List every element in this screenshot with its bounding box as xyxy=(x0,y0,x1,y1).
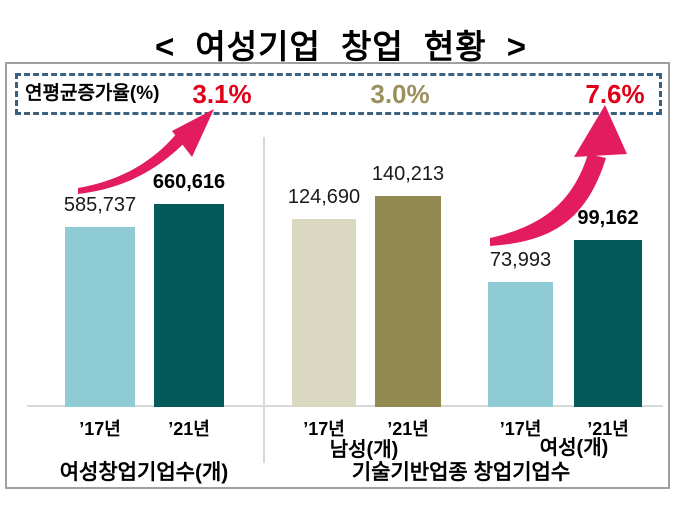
bar-group3-y21 xyxy=(574,240,642,407)
chart-section-divider xyxy=(263,137,265,463)
year-axis-label: ’21년 xyxy=(168,419,210,439)
bar-value-label: 140,213 xyxy=(371,163,445,185)
year-axis-label: ’21년 xyxy=(387,419,429,439)
bar-value-label: 585,737 xyxy=(63,194,137,216)
bar-value-label: 73,993 xyxy=(489,249,552,271)
bar-group2-y21 xyxy=(375,196,441,407)
caption-male-tech: 남성(개) xyxy=(329,439,399,461)
growth-rate-value-women-startups: 3.1% xyxy=(192,79,252,109)
growth-rate-value-female-tech: 7.6% xyxy=(585,79,645,109)
bar-value-label: 99,162 xyxy=(577,207,639,229)
bar-value-label: 124,690 xyxy=(287,186,361,208)
bar-group1-y21 xyxy=(154,204,224,407)
year-axis-label: ’17년 xyxy=(303,419,345,439)
bar-value-label: 660,616 xyxy=(152,171,226,193)
growth-rate-value-male-tech: 3.0% xyxy=(370,79,430,109)
bar-group1-y17 xyxy=(65,227,135,407)
caption-female-tech: 여성(개) xyxy=(539,437,609,459)
growth-rate-box xyxy=(15,73,662,115)
growth-rate-label: 연평균증가율(%) xyxy=(25,83,160,104)
chart-title: < 여성기업 창업 현황 > xyxy=(154,28,528,65)
chart-frame: 연평균증가율(%) 3.1% 3.0% 7.6% 585,737 ’17년 660,… xyxy=(5,62,670,489)
caption-women-startups: 여성창업기업수(개) xyxy=(59,461,229,484)
year-axis-label: ’17년 xyxy=(499,419,542,439)
bar-group2-y17 xyxy=(292,219,356,407)
year-axis-label: ’17년 xyxy=(79,419,121,439)
year-axis-label: ’21년 xyxy=(587,419,629,439)
caption-tech-sector: 기술기반업종 창업기업수 xyxy=(351,461,571,484)
bar-group3-y17 xyxy=(488,282,553,407)
